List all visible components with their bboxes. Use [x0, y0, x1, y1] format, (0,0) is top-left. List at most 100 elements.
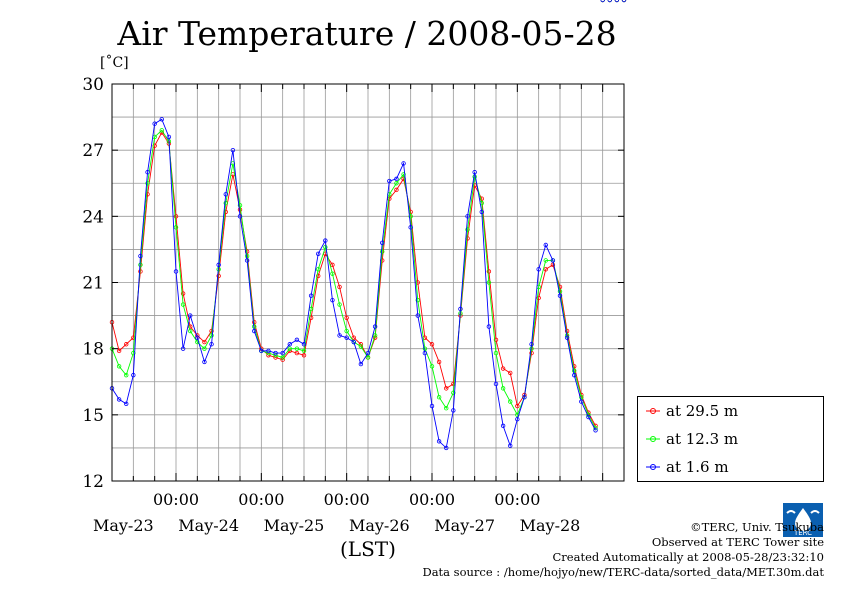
y-tick-label: 30 [82, 75, 104, 95]
data-point [344, 315, 349, 320]
x-date-label: May-23 [93, 516, 154, 535]
data-point [202, 346, 207, 351]
data-point [543, 267, 548, 272]
data-point [188, 313, 193, 318]
data-point [188, 324, 193, 329]
data-point [294, 350, 300, 356]
legend-marker-red-icon [646, 408, 660, 414]
data-point [444, 445, 449, 451]
data-point [124, 401, 129, 407]
data-point [316, 251, 321, 257]
data-point [301, 353, 307, 358]
data-point [273, 350, 278, 356]
data-point [209, 342, 214, 347]
x-time-label: 00:00 [409, 490, 455, 509]
x-time-label: 00:00 [153, 490, 199, 509]
data-point [237, 203, 243, 208]
data-point [493, 350, 499, 356]
data-point [451, 390, 456, 395]
data-point [536, 295, 541, 301]
data-point [508, 443, 513, 448]
data-point [408, 225, 413, 230]
data-point [444, 386, 449, 391]
series-line [111, 131, 596, 427]
data-point [252, 328, 257, 334]
series-line [111, 129, 596, 429]
chart-title: Air Temperature / 2008-05-28 [117, 14, 617, 53]
data-point [415, 297, 420, 303]
x-time-label: 00:00 [238, 490, 284, 509]
data-point [358, 344, 364, 349]
data-point [202, 339, 207, 345]
data-point [394, 176, 399, 182]
data-point [266, 348, 271, 354]
data-point [508, 399, 513, 404]
data-point [486, 269, 492, 274]
data-point [515, 403, 520, 409]
data-point [493, 337, 499, 343]
data-point [493, 381, 499, 387]
series-2 [109, 0, 627, 451]
data-point [330, 262, 335, 268]
data-point [522, 394, 527, 400]
observed-text: Observed at TERC Tower site [651, 535, 824, 549]
y-tick-label: 18 [82, 340, 104, 360]
data-point [472, 170, 477, 175]
data-point [301, 348, 307, 354]
x-date-label: May-26 [349, 516, 410, 535]
data-point [138, 253, 143, 259]
data-point [145, 181, 150, 186]
data-point [316, 267, 321, 272]
data-point [550, 258, 556, 263]
x-date-label: May-24 [178, 516, 239, 535]
data-point [173, 225, 179, 230]
terc-logo: TERC [783, 503, 823, 537]
data-point [572, 368, 577, 373]
legend: at 29.5 m at 12.3 m at 1.6 m [637, 396, 824, 482]
source-text: Data source : /home/hojyo/new/TERC-data/… [422, 565, 824, 579]
data-point [344, 328, 349, 334]
data-point [316, 273, 321, 279]
data-point [195, 339, 200, 345]
data-point [422, 346, 428, 351]
data-point [330, 271, 335, 276]
data-point [579, 399, 584, 404]
data-point [358, 361, 364, 367]
y-tick-label: 24 [82, 207, 104, 227]
data-point [365, 350, 371, 356]
data-point [621, 0, 627, 3]
data-point [323, 245, 328, 250]
data-point [436, 359, 442, 365]
data-point [124, 342, 129, 347]
data-point [159, 128, 164, 133]
data-point [465, 227, 470, 232]
data-point [557, 289, 563, 294]
data-point [429, 364, 435, 369]
data-point [287, 342, 292, 347]
data-point [351, 339, 356, 345]
x-axis-label: (LST) [340, 537, 396, 561]
series-layer [109, 0, 627, 451]
legend-item-29-5m: at 29.5 m [646, 401, 738, 421]
data-point [579, 394, 584, 400]
x-date-label: May-27 [434, 516, 495, 535]
data-point [180, 291, 186, 296]
legend-label: at 1.6 m [666, 458, 729, 476]
credits-block: ©TERC, Univ. Tsukuba Observed at TERC To… [422, 520, 824, 580]
data-point [451, 408, 456, 413]
data-point [614, 0, 620, 3]
x-date-label: May-28 [520, 516, 581, 535]
data-point [394, 187, 399, 193]
data-point [600, 0, 605, 3]
grid-lines [111, 83, 625, 482]
x-date-label: May-25 [264, 516, 325, 535]
data-point [365, 355, 371, 360]
data-point [429, 342, 435, 347]
data-point [436, 394, 442, 400]
data-point [124, 372, 129, 378]
data-point [422, 350, 428, 356]
y-tick-label: 15 [82, 406, 104, 426]
data-point [401, 161, 406, 166]
data-point [429, 403, 435, 409]
data-point [323, 238, 328, 243]
